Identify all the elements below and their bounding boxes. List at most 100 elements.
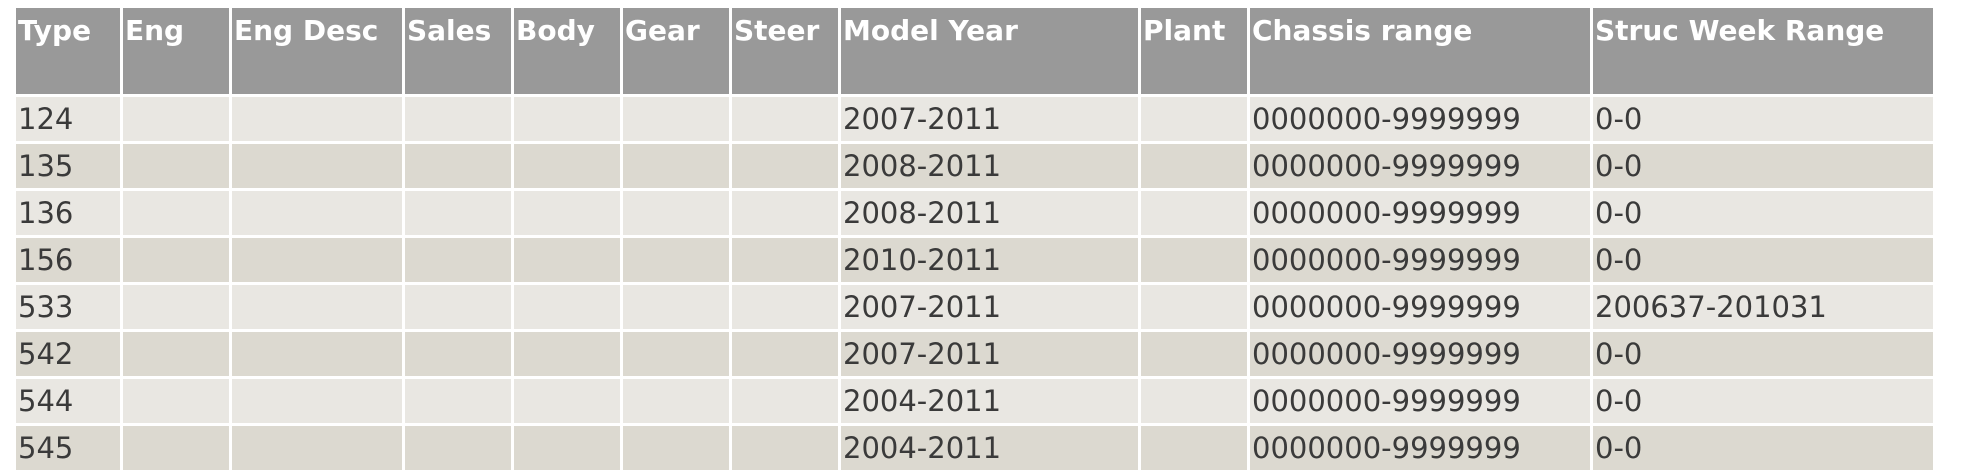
table-cell: 2010-2011: [841, 238, 1138, 282]
table-row: 544 2004-2011 0000000-9999999 0-0: [16, 379, 1933, 423]
table-cell: [405, 379, 511, 423]
table-cell: [232, 426, 402, 470]
table-cell: 2007-2011: [841, 285, 1138, 329]
table-cell: [123, 285, 229, 329]
table-cell: [405, 191, 511, 235]
table-cell: [232, 144, 402, 188]
table-cell: [623, 426, 729, 470]
table-cell: [1141, 191, 1247, 235]
table-cell: 545: [16, 426, 120, 470]
table-cell: 2004-2011: [841, 379, 1138, 423]
header-cell: Sales: [405, 8, 511, 94]
table-cell: [232, 332, 402, 376]
table-cell: 0000000-9999999: [1250, 426, 1590, 470]
data-table: Type Eng Eng Desc Sales Body Gear Steer Model Y…: [13, 5, 1936, 473]
table-cell: 533: [16, 285, 120, 329]
header-cell: Model Year: [841, 8, 1138, 94]
table-cell: 544: [16, 379, 120, 423]
table-cell: [732, 379, 838, 423]
table-cell: 0-0: [1593, 144, 1933, 188]
table-cell: [514, 332, 620, 376]
table-row: 135 2008-2011 0000000-9999999 0-0: [16, 144, 1933, 188]
table-cell: [405, 97, 511, 141]
table-cell: [232, 379, 402, 423]
table-cell: 0-0: [1593, 379, 1933, 423]
table-row: 542 2007-2011 0000000-9999999 0-0: [16, 332, 1933, 376]
table-cell: [623, 379, 729, 423]
table-cell: [1141, 144, 1247, 188]
header-cell: Eng: [123, 8, 229, 94]
table-cell: [732, 144, 838, 188]
table-cell: [732, 285, 838, 329]
table-body: 124 2007-2011 0000000-9999999 0-0 135 2008-20…: [16, 97, 1933, 470]
table-cell: [514, 191, 620, 235]
table-cell: [623, 191, 729, 235]
table-cell: [405, 285, 511, 329]
table-cell: [514, 97, 620, 141]
table-cell: 2008-2011: [841, 191, 1138, 235]
table-cell: 0000000-9999999: [1250, 97, 1590, 141]
table-cell: [623, 285, 729, 329]
table-cell: 2007-2011: [841, 97, 1138, 141]
table-row: 136 2008-2011 0000000-9999999 0-0: [16, 191, 1933, 235]
table-cell: [514, 285, 620, 329]
table-cell: [1141, 379, 1247, 423]
table-cell: 2004-2011: [841, 426, 1138, 470]
table-cell: [732, 97, 838, 141]
table-cell: [1141, 238, 1247, 282]
table-cell: [232, 238, 402, 282]
table-cell: [405, 238, 511, 282]
table-cell: [623, 238, 729, 282]
table-cell: 0-0: [1593, 191, 1933, 235]
table-row: 545 2004-2011 0000000-9999999 0-0: [16, 426, 1933, 470]
table-row: 156 2010-2011 0000000-9999999 0-0: [16, 238, 1933, 282]
table-cell: [232, 285, 402, 329]
table-cell: [623, 332, 729, 376]
table-cell: [232, 191, 402, 235]
table-row: 533 2007-2011 0000000-9999999 200637-201031: [16, 285, 1933, 329]
table-cell: 0-0: [1593, 97, 1933, 141]
table-cell: [732, 238, 838, 282]
table-cell: [123, 379, 229, 423]
header-cell: Plant: [1141, 8, 1247, 94]
table-cell: [232, 97, 402, 141]
table-cell: 0000000-9999999: [1250, 332, 1590, 376]
table-cell: [405, 426, 511, 470]
table-cell: [1141, 426, 1247, 470]
table-cell: [1141, 97, 1247, 141]
table-cell: [123, 97, 229, 141]
table-cell: 0000000-9999999: [1250, 144, 1590, 188]
table-cell: 0-0: [1593, 332, 1933, 376]
table-cell: 0000000-9999999: [1250, 191, 1590, 235]
table-cell: 0-0: [1593, 238, 1933, 282]
header-cell: Body: [514, 8, 620, 94]
table-cell: [405, 332, 511, 376]
table-cell: 0000000-9999999: [1250, 285, 1590, 329]
header-row: Type Eng Eng Desc Sales Body Gear Steer Model Y…: [16, 8, 1933, 94]
table-cell: 200637-201031: [1593, 285, 1933, 329]
table-cell: [514, 379, 620, 423]
table-cell: 2008-2011: [841, 144, 1138, 188]
table-cell: [123, 332, 229, 376]
table-cell: 2007-2011: [841, 332, 1138, 376]
header-cell: Eng Desc: [232, 8, 402, 94]
table-cell: [123, 238, 229, 282]
table-cell: [123, 144, 229, 188]
table-cell: 135: [16, 144, 120, 188]
table-cell: 156: [16, 238, 120, 282]
table-cell: 124: [16, 97, 120, 141]
header-cell: Steer: [732, 8, 838, 94]
table-cell: [514, 144, 620, 188]
table-cell: [514, 426, 620, 470]
table-cell: 0-0: [1593, 426, 1933, 470]
header-cell: Gear: [623, 8, 729, 94]
table-cell: [405, 144, 511, 188]
table-cell: 0000000-9999999: [1250, 238, 1590, 282]
table-cell: 542: [16, 332, 120, 376]
table-cell: [732, 426, 838, 470]
table-cell: [1141, 332, 1247, 376]
table-cell: [732, 191, 838, 235]
table-cell: [123, 426, 229, 470]
header-cell: Chassis range: [1250, 8, 1590, 94]
